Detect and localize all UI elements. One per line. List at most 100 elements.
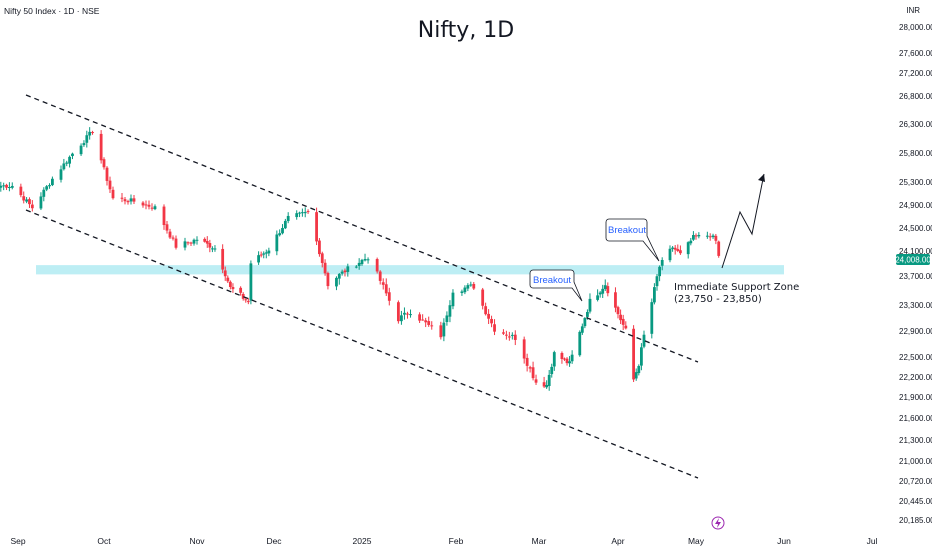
candle [668, 245, 672, 263]
candle [360, 258, 364, 266]
x-tick-label: Feb [449, 536, 464, 546]
last-price-label: 24,008.00 [895, 256, 931, 265]
candle [640, 343, 643, 371]
candle [507, 331, 511, 341]
candle [708, 233, 712, 241]
candle [606, 282, 610, 297]
y-tick-label: 20,445.00 [899, 497, 932, 506]
candle [79, 143, 83, 156]
candle [445, 311, 449, 326]
candle [692, 231, 695, 241]
candle [513, 330, 517, 346]
y-tick-label: 28,000.00 [899, 23, 932, 32]
candle [102, 157, 106, 170]
breakout-callout-2: Breakout [605, 218, 660, 262]
candle [42, 187, 46, 202]
y-tick-label: 20,720.00 [899, 477, 932, 486]
symbol-header: Nifty 50 Index · 1D · NSE [4, 6, 100, 16]
candle [244, 297, 248, 303]
candle [120, 192, 124, 203]
x-tick-label: Nov [189, 536, 205, 546]
y-tick-label: 22,200.00 [899, 373, 932, 382]
candle [418, 312, 422, 324]
candle [601, 284, 605, 299]
candle [563, 357, 566, 361]
candle [658, 265, 661, 282]
candle [396, 300, 400, 324]
candle [111, 186, 115, 200]
candle [147, 200, 151, 210]
candle [267, 247, 271, 257]
candle [82, 140, 86, 147]
candle [387, 287, 391, 306]
channel-lower-line [25, 209, 699, 479]
candle [68, 155, 71, 168]
x-tick-label: May [688, 536, 705, 546]
y-tick-label: 25,800.00 [899, 149, 932, 158]
support-zone-band [36, 265, 784, 275]
y-tick-label: 24,500.00 [899, 224, 932, 233]
candle [306, 209, 310, 214]
chart-title: Nifty, 1D [417, 18, 515, 43]
candle [679, 245, 682, 255]
projection-path [721, 173, 765, 269]
candle [226, 275, 230, 284]
candle [150, 203, 154, 211]
y-tick-label: 20,185.00 [899, 516, 932, 525]
candle [168, 228, 172, 239]
candle [686, 241, 690, 259]
candle [375, 257, 379, 274]
candle [528, 365, 532, 373]
candle [300, 208, 304, 217]
candle [697, 232, 701, 239]
candle [711, 233, 715, 239]
candle [484, 302, 488, 316]
candle [346, 263, 350, 277]
candle [384, 278, 388, 296]
y-tick-label: 25,300.00 [899, 178, 932, 187]
candle [363, 253, 367, 262]
candle [59, 165, 63, 183]
candle [315, 207, 318, 246]
candle [552, 350, 556, 371]
candle [463, 285, 467, 295]
candle [381, 278, 385, 290]
candle [10, 182, 14, 190]
candle [560, 351, 564, 364]
candle [105, 166, 109, 186]
candle [531, 361, 535, 381]
candle [241, 292, 245, 301]
candle [642, 330, 646, 349]
candle [211, 246, 214, 253]
candle [705, 231, 709, 239]
candle [632, 325, 635, 383]
candle [354, 265, 358, 269]
candle [264, 249, 268, 259]
candle [281, 224, 284, 235]
candle [295, 210, 299, 220]
x-tick-label: Oct [97, 536, 111, 546]
candle [583, 317, 587, 329]
lightning-icon[interactable] [711, 516, 725, 530]
candle [228, 280, 232, 290]
candle [343, 268, 347, 277]
candle [472, 281, 476, 290]
candle [469, 281, 473, 287]
candle [171, 235, 175, 241]
candle [357, 258, 361, 270]
candle [427, 316, 431, 327]
trend-channel [25, 94, 699, 479]
candle [174, 235, 178, 250]
candle [2, 182, 6, 191]
candle [132, 195, 136, 205]
x-tick-label: Apr [611, 536, 624, 546]
candle [616, 305, 620, 319]
candle [262, 251, 266, 259]
candle [335, 276, 338, 291]
candle [0, 181, 3, 192]
candle [481, 287, 485, 310]
y-tick-label: 22,500.00 [899, 353, 932, 362]
y-tick-label: 22,900.00 [899, 327, 932, 336]
candle [249, 260, 253, 305]
